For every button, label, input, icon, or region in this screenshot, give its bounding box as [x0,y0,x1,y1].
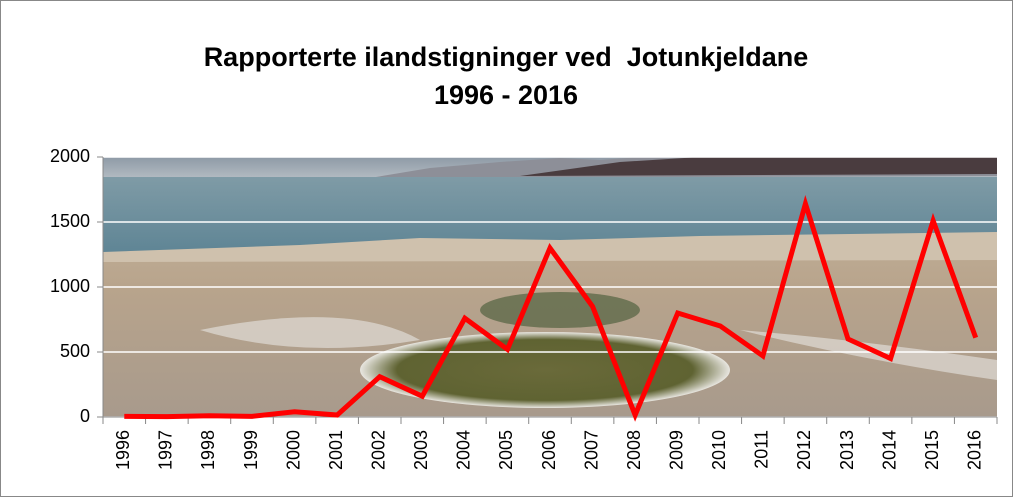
x-tick-label: 2010 [709,430,729,470]
chart-title: Rapporterte ilandstigninger ved Jotunkje… [204,42,809,72]
x-tick-label: 2009 [666,430,686,470]
y-tick-label: 0 [80,406,90,426]
y-tick-label: 2000 [50,146,90,166]
x-tick-label: 1998 [198,430,218,470]
y-tick-label: 1000 [50,276,90,296]
x-tick-label: 2005 [496,430,516,470]
x-tick-label: 2002 [368,430,388,470]
x-tick-label: 2003 [411,430,431,470]
x-tick-label: 2000 [283,430,303,470]
x-tick-label: 1996 [113,430,133,470]
y-tick-label: 500 [60,341,90,361]
x-tick-label: 2001 [326,430,346,470]
x-tick-label: 2011 [752,430,772,469]
chart: Rapporterte ilandstigninger ved Jotunkje… [0,0,1014,498]
x-tick-label: 2012 [794,430,814,470]
x-tick-label: 2007 [581,430,601,470]
x-tick-label: 2016 [964,430,984,470]
x-tick-label: 2015 [922,430,942,470]
x-tick-label: 2006 [539,430,559,470]
x-tick-label: 2004 [454,430,474,470]
x-tick-label: 2008 [624,430,644,470]
x-tick-label: 2013 [837,430,857,470]
x-tick-label: 2014 [879,430,899,470]
chart-title: 1996 - 2016 [434,80,578,110]
x-tick-label: 1999 [241,430,261,470]
x-tick-label: 1997 [156,430,176,470]
y-tick-label: 1500 [50,211,90,231]
